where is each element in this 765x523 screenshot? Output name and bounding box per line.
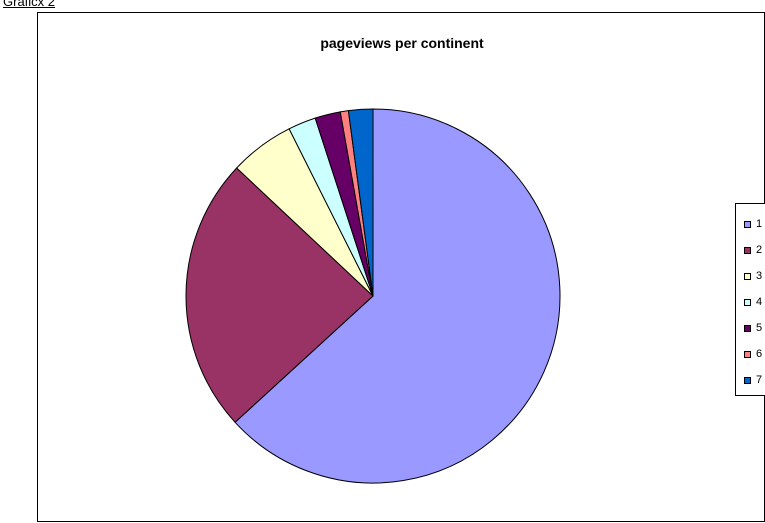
legend-swatch (744, 299, 751, 306)
legend-swatch (744, 273, 751, 280)
legend-swatch (744, 247, 751, 254)
sheet-caption: Graficx 2 (3, 0, 56, 9)
legend-swatch (744, 351, 751, 358)
legend-swatch (744, 221, 751, 228)
legend-label: 7 (756, 374, 763, 386)
pie-chart (185, 108, 561, 484)
legend-swatch (744, 377, 751, 384)
chart-legend: 1 2 3 4 5 6 7 (735, 203, 765, 396)
legend-label: 1 (756, 218, 763, 230)
legend-label: 6 (756, 348, 763, 360)
legend-label: 2 (756, 244, 763, 256)
legend-label: 5 (756, 322, 763, 334)
legend-label: 4 (756, 296, 763, 308)
chart-area: pageviews per continent 1 2 3 4 5 6 7 (37, 12, 765, 522)
legend-label: 3 (756, 270, 763, 282)
legend-swatch (744, 325, 751, 332)
pie-slice-2 (185, 167, 374, 423)
pie-slice-7 (347, 108, 374, 297)
chart-title: pageviews per continent (320, 35, 484, 51)
pie-slice-1 (234, 108, 561, 484)
